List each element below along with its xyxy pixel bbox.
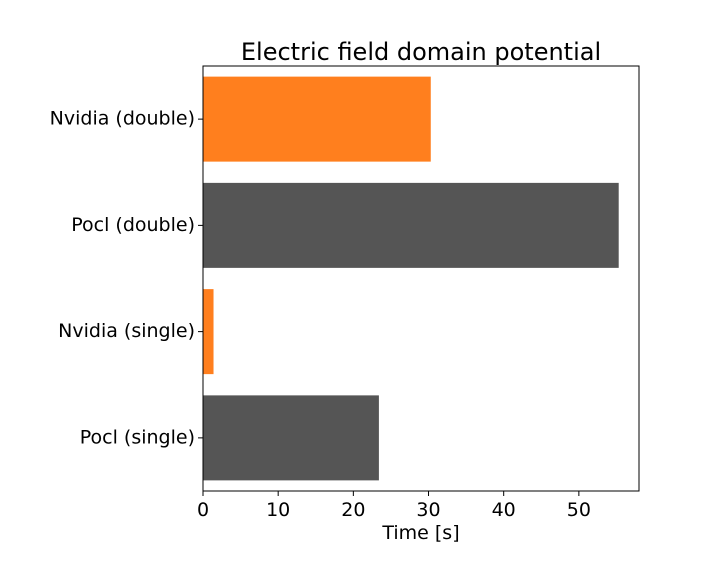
bars-group — [203, 76, 619, 481]
x-tick-label: 10 — [266, 499, 290, 521]
x-tick-label: 30 — [416, 499, 440, 521]
x-tick-label: 0 — [197, 499, 209, 521]
bar-3 — [203, 395, 379, 481]
x-tick-label: 20 — [341, 499, 365, 521]
x-axis-ticks: 0 10 20 30 40 50 — [197, 491, 591, 521]
chart-title: Electric field domain potential — [241, 38, 601, 66]
y-tick-label: Nvidia (single) — [58, 320, 195, 342]
bar-1 — [203, 182, 619, 268]
y-axis-ticks: Nvidia (double) Pocl (double) Nvidia (sing… — [50, 108, 203, 448]
plot-frame — [202, 65, 640, 492]
bar-0 — [203, 76, 431, 162]
y-tick-label: Nvidia (double) — [50, 108, 195, 130]
y-tick-label: Pocl (single) — [80, 426, 195, 448]
bar-2 — [203, 289, 214, 375]
x-tick-label: 50 — [567, 499, 591, 521]
x-axis-label: Time [s] — [381, 522, 459, 544]
y-tick-label: Pocl (double) — [71, 214, 195, 236]
x-tick-label: 40 — [492, 499, 516, 521]
